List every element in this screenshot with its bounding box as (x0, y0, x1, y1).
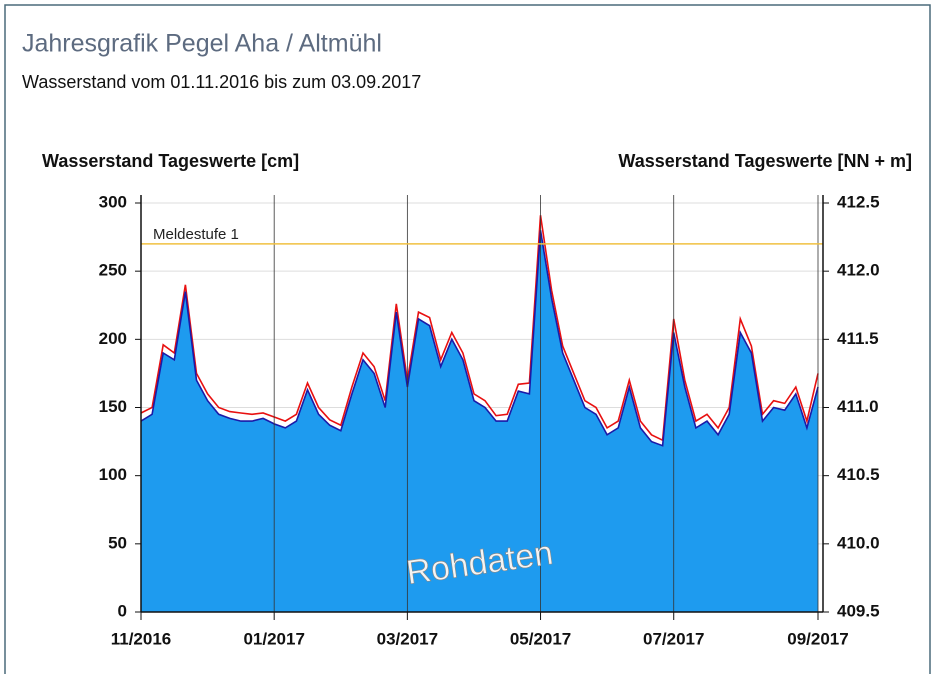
y2-axis-title: Wasserstand Tageswerte [NN + m] (618, 151, 912, 171)
y-tick-label: 150 (99, 397, 127, 416)
y2-tick-label: 409.5 (837, 601, 880, 620)
y-tick-label: 250 (99, 261, 127, 280)
x-tick-label: 09/2017 (787, 629, 848, 648)
y2-tick-label: 411.5 (837, 329, 879, 348)
y2-tick-label: 411.0 (837, 397, 879, 416)
y-axis-title: Wasserstand Tageswerte [cm] (42, 151, 299, 171)
line (140, 215, 819, 442)
area (141, 230, 818, 613)
y-tick-label: 300 (99, 192, 127, 211)
x-tick-label: 01/2017 (243, 629, 304, 648)
y-tick-label: 100 (99, 465, 127, 484)
page-title: Jahresgrafik Pegel Aha / Altmühl (22, 30, 382, 58)
line (140, 230, 819, 447)
threshold-label: Meldestufe 1 (153, 226, 239, 243)
x-tick-label: 03/2017 (377, 629, 438, 648)
x-tick-label: 05/2017 (510, 629, 571, 648)
x-tick-label: 07/2017 (643, 629, 704, 648)
y2-tick-label: 412.0 (837, 261, 880, 280)
y-tick-label: 0 (118, 601, 127, 620)
page-subtitle: Wasserstand vom 01.11.2016 bis zum 03.09… (22, 72, 421, 92)
y-tick-label: 50 (108, 533, 127, 552)
y2-tick-label: 410.0 (837, 533, 880, 552)
x-tick-label: 11/2016 (111, 629, 172, 648)
y-tick-label: 200 (99, 329, 127, 348)
y2-tick-label: 412.5 (837, 192, 880, 211)
y2-tick-label: 410.5 (837, 465, 880, 484)
